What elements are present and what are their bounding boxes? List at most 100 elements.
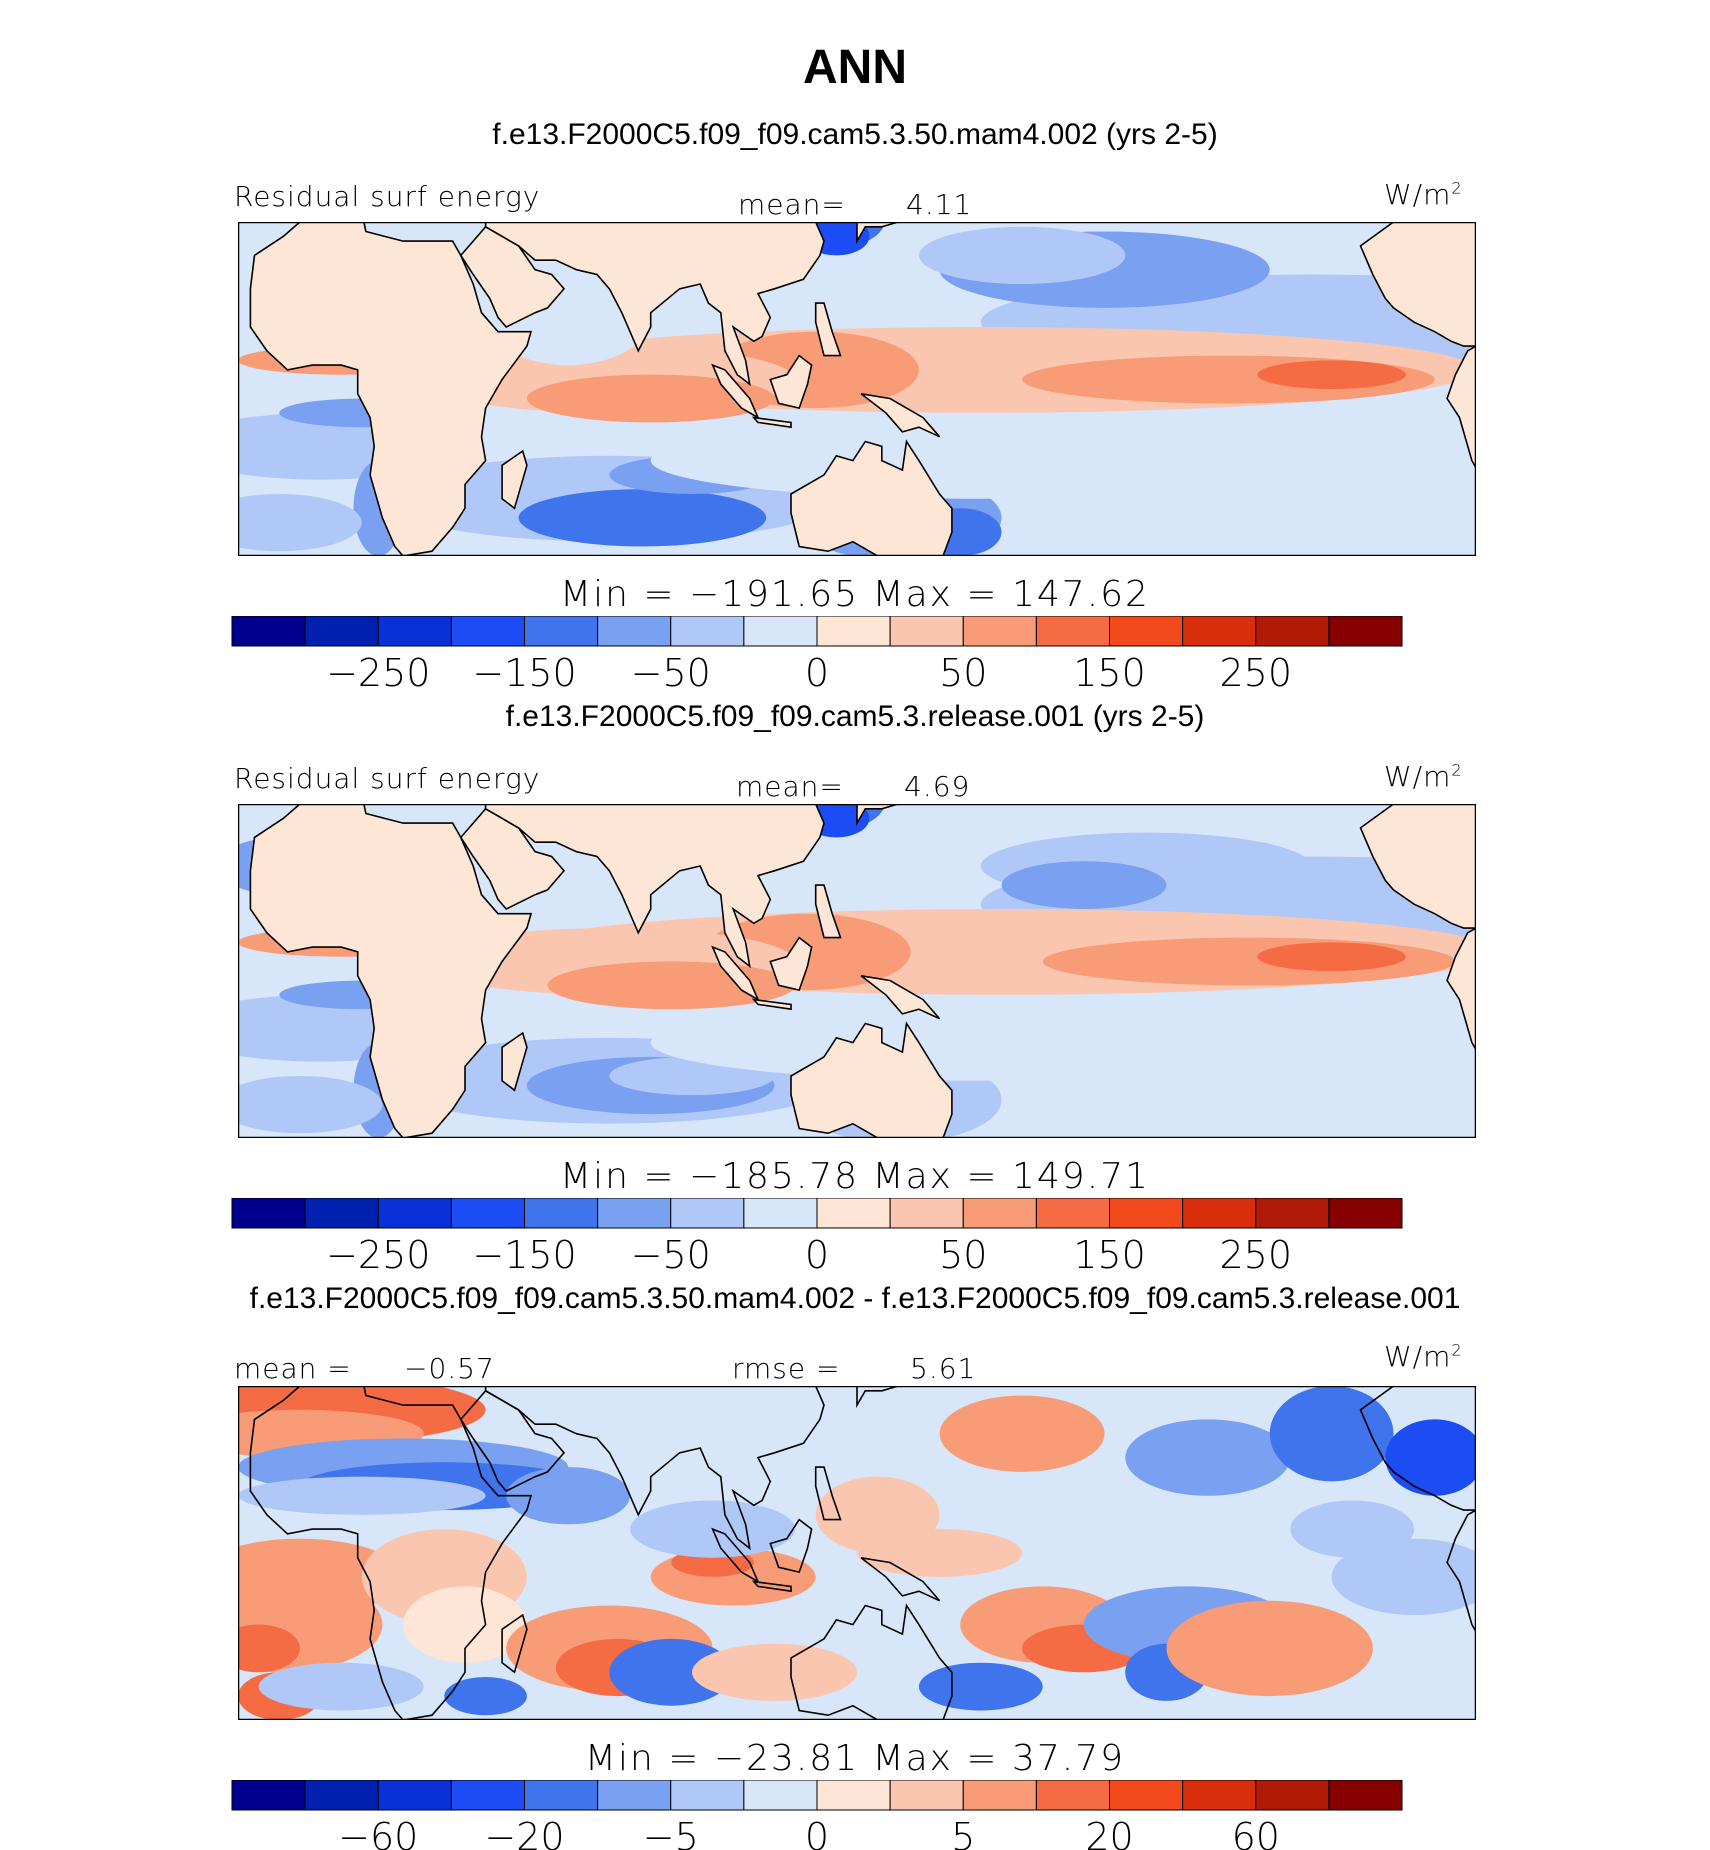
contour-region [238,1476,486,1515]
coastline [856,222,899,245]
coastline [769,354,813,410]
contour-region [1269,1386,1394,1482]
colorbar-swatch [1035,616,1110,647]
contour-region [238,494,362,552]
map-frame [238,222,1476,556]
contour-region [918,1662,1043,1711]
colorbar-swatch [1109,616,1184,647]
coastline [856,804,899,827]
contour-region [1125,1419,1291,1496]
coastline [790,1603,953,1720]
colorbar-swatch [231,1780,306,1811]
coastline [1359,1386,1476,1511]
colorbar-swatch [377,616,452,647]
colorbar-swatch [816,1198,891,1229]
colorbar-swatch [524,616,599,647]
contour-region [444,1677,527,1716]
panel-3-map [238,1386,1476,1720]
colorbar-tick-label: 150 [1073,651,1146,695]
panel-3-min-max: Min = −23.81 Max = 37.79 [584,1738,1126,1779]
coastline [1446,345,1476,556]
colorbar-swatch [304,616,379,647]
coastline [501,449,528,510]
coastline [751,416,792,429]
colorbar-tick-label: −250 [326,651,430,695]
colorbar-tick-label: 150 [1073,1233,1146,1277]
colorbar-tick-label: 50 [939,651,987,695]
panel-1-variable-label: Residual surf energy [234,180,541,213]
coastline [484,222,825,387]
colorbar-swatch [231,1198,306,1229]
contour-region [238,1624,300,1673]
colorbar-swatch [450,1198,525,1229]
panel-1-mean-value: 4.11 [906,188,973,221]
coastline [769,1518,813,1574]
coastline [484,1386,825,1551]
colorbar-tick-label: 250 [1219,651,1292,695]
panel-2-variable-label: Residual surf energy [234,762,541,795]
colorbar-swatch [670,1780,745,1811]
colorbar-swatch [1035,1780,1110,1811]
colorbar-swatch [962,616,1037,647]
colorbar-tick-label: −50 [631,1233,711,1277]
colorbar-swatch [304,1198,379,1229]
contour-region [650,422,1311,499]
map-frame [238,1386,1476,1720]
colorbar-tick-label: 60 [1232,1815,1280,1850]
coastline [814,884,842,939]
colorbar-tick-label: −150 [472,651,576,695]
coastline [751,998,792,1011]
colorbar-tick-label: −60 [338,1815,418,1850]
colorbar-swatch [524,1198,599,1229]
colorbar-swatch [889,1198,964,1229]
colorbar-swatch [597,616,672,647]
coastline [751,1580,792,1593]
colorbar-swatch [1255,616,1330,647]
colorbar-swatch [597,1780,672,1811]
coastline [814,1466,842,1521]
panel-2-mean-label: mean= [736,770,844,803]
panel-3-rmse-label: rmse = [732,1352,841,1385]
colorbar-swatch [743,1780,818,1811]
colorbar-swatch [1255,1198,1330,1229]
panel-1-mean-label: mean= [738,188,846,221]
colorbar-swatch [450,616,525,647]
panel-2-map [238,804,1476,1138]
contour-region [1331,1538,1476,1616]
contour-region [939,1395,1105,1472]
colorbar-swatch [889,616,964,647]
colorbar-swatch [670,1198,745,1229]
coastline [790,439,953,556]
colorbar-swatch [1182,1198,1257,1229]
panel-1-colorbar: −250 −150 −50 0 50 150 250 [231,616,1403,695]
contour-region [258,1662,424,1711]
panel-2-title: f.e13.F2000C5.f09_f09.cam5.3.release.001… [505,700,1205,733]
coastline [501,1613,528,1674]
colorbar-tick-label: −5 [643,1815,699,1850]
colorbar-swatch [1035,1198,1110,1229]
colorbar-swatch [1328,616,1403,647]
panel-2-colorbar: −250 −150 −50 0 50 150 250 [231,1198,1403,1277]
coastline [769,936,813,992]
colorbar-swatch [743,616,818,647]
coastline [484,804,825,969]
coastline [1446,927,1476,1138]
colorbar-swatch [1182,616,1257,647]
colorbar-swatch [377,1198,452,1229]
panel-1-map [238,222,1476,556]
contour-region [918,226,1126,284]
colorbar-tick-label: 20 [1085,1815,1133,1850]
panel-2-min-max: Min = −185.78 Max = 149.71 [560,1156,1150,1197]
colorbar-swatch [524,1780,599,1811]
coastline [790,1021,953,1138]
coastline [501,1031,528,1092]
contour-region [506,1467,630,1525]
coastline [249,804,533,1138]
panel-3-title: f.e13.F2000C5.f09_f09.cam5.3.50.mam4.002… [249,1282,1461,1315]
panel-2-mean-value: 4.69 [904,770,971,803]
colorbar-tick-label: 0 [805,651,829,695]
colorbar-tick-label: 50 [939,1233,987,1277]
coastline [814,302,842,357]
coastline [856,1386,899,1409]
coastline [1359,804,1476,929]
